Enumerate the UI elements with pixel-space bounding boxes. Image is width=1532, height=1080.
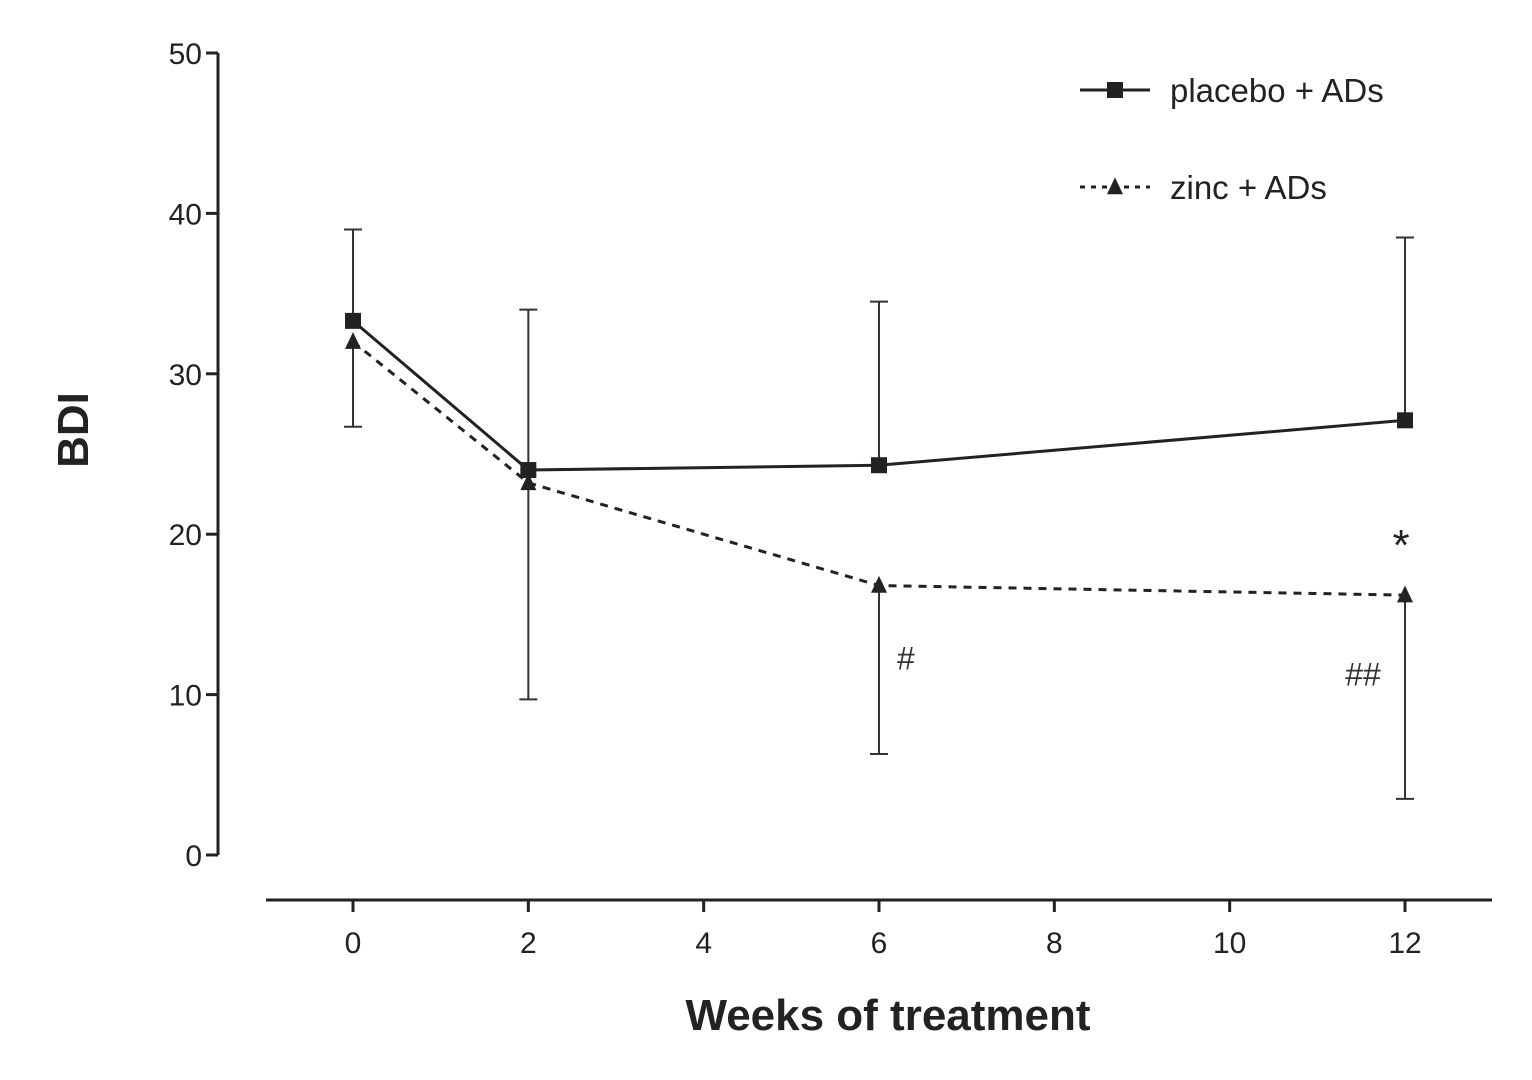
marker-1-0 <box>345 332 361 349</box>
error-bars <box>344 228 1414 800</box>
marker-1-3 <box>1397 585 1413 603</box>
marker-1-2 <box>871 575 887 593</box>
marker-1-1 <box>520 473 537 491</box>
series-line-0 <box>352 319 1406 472</box>
x-tick-label-0: 0 <box>345 927 362 960</box>
y-tick-label-40: 40 <box>169 198 202 231</box>
legend-label-0: placebo + ADs <box>1170 72 1384 109</box>
y-tick-label-10: 10 <box>169 680 202 713</box>
y-tick-label-30: 30 <box>169 359 202 392</box>
x-tick-label-10: 10 <box>1213 927 1246 960</box>
y-axis-title: BDI <box>49 392 98 468</box>
marker-0-2 <box>871 457 887 474</box>
marker-0-1 <box>520 462 537 479</box>
series-line-1 <box>352 340 1406 597</box>
y-tick-label-0: 0 <box>185 840 202 873</box>
annotation-1: ## <box>1345 657 1381 693</box>
legend-label-1: zinc + ADs <box>1170 169 1327 206</box>
annotation-0: # <box>897 641 915 677</box>
series-lines <box>352 319 1406 597</box>
x-axis-title: Weeks of treatment <box>685 991 1090 1040</box>
series-markers <box>345 312 1413 603</box>
marker-0-3 <box>1397 412 1413 429</box>
x-tick-label-8: 8 <box>1046 927 1063 960</box>
x-tick-label-4: 4 <box>695 927 712 960</box>
annotation-2: * <box>1392 521 1409 570</box>
annotations: # ##* <box>897 521 1410 693</box>
x-tick-label-6: 6 <box>871 927 888 960</box>
x-tick-label-2: 2 <box>520 927 537 960</box>
y-tick-label-50: 50 <box>169 38 202 71</box>
axes: 0 10 20 30 40 50 0 2 4 6 8 10 12 <box>169 38 1492 960</box>
x-tick-label-12: 12 <box>1388 927 1421 960</box>
y-tick-label-20: 20 <box>169 519 202 552</box>
marker-0-0 <box>345 312 361 329</box>
legend: placebo + ADs zinc + ADs <box>1080 72 1384 206</box>
legend-marker-0 <box>1107 82 1123 98</box>
legend-marker-1 <box>1107 177 1123 195</box>
